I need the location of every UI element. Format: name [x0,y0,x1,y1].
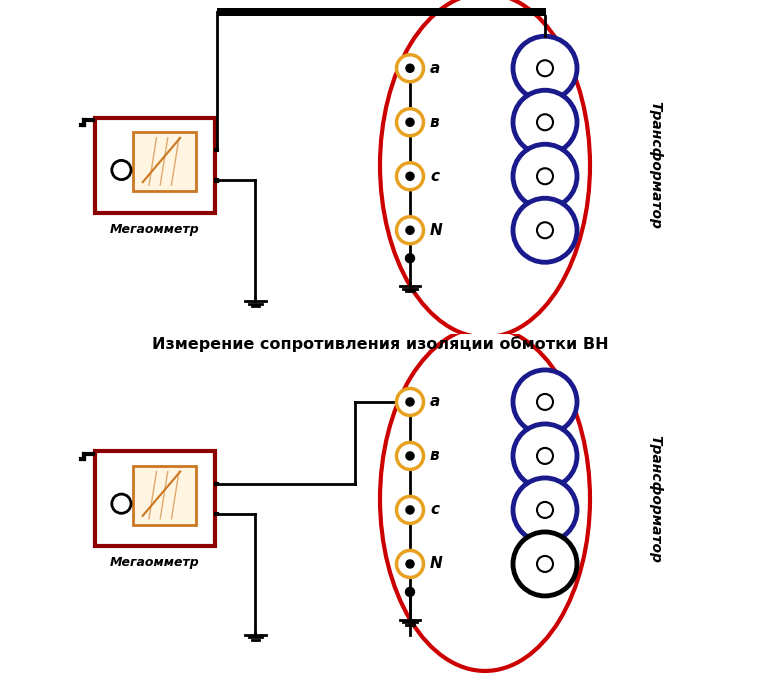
Circle shape [537,168,553,185]
Text: N: N [430,223,443,238]
Circle shape [513,91,577,155]
Text: a: a [430,394,440,409]
Text: Трансформатор: Трансформатор [648,101,662,229]
Circle shape [397,388,423,415]
Circle shape [112,161,131,180]
Circle shape [537,502,553,518]
Circle shape [513,144,577,208]
Circle shape [406,452,414,460]
Bar [216,513,218,516]
Circle shape [406,398,414,406]
Text: a: a [430,61,440,76]
Circle shape [537,556,553,572]
Circle shape [406,506,414,514]
Circle shape [397,550,423,577]
Text: N: N [430,556,443,571]
Circle shape [537,448,553,464]
Bar [95,452,215,546]
Text: в: в [430,449,439,464]
Circle shape [537,394,553,410]
Bar [217,8,546,16]
Circle shape [397,163,423,190]
Ellipse shape [380,327,590,671]
Circle shape [397,217,423,244]
Text: Измерение сопротивления изоляции обмотки ВН: Измерение сопротивления изоляции обмотки… [152,336,608,352]
Circle shape [397,496,423,524]
Circle shape [397,109,423,136]
Text: в: в [430,115,439,130]
Circle shape [513,198,577,262]
Bar [134,132,196,191]
Text: Мегаомметр: Мегаомметр [110,223,200,236]
Circle shape [397,443,423,469]
Text: Трансформатор: Трансформатор [648,435,662,563]
Circle shape [406,226,414,234]
Circle shape [406,254,414,263]
Bar [216,483,218,485]
Bar [95,118,215,212]
Circle shape [537,222,553,238]
Circle shape [406,64,414,72]
Circle shape [513,532,577,596]
Bar [216,179,218,182]
Bar [134,466,196,524]
Circle shape [406,588,414,597]
Circle shape [513,478,577,542]
Circle shape [406,560,414,568]
Circle shape [397,54,423,82]
Circle shape [537,60,553,76]
Circle shape [406,172,414,180]
Text: c: c [430,503,439,518]
Text: Мегаомметр: Мегаомметр [110,556,200,569]
Circle shape [406,118,414,126]
Circle shape [112,494,131,513]
Circle shape [537,114,553,130]
Text: c: c [430,169,439,184]
Circle shape [513,36,577,100]
Circle shape [513,370,577,434]
Circle shape [513,424,577,488]
Bar [216,149,218,151]
Ellipse shape [380,0,590,337]
